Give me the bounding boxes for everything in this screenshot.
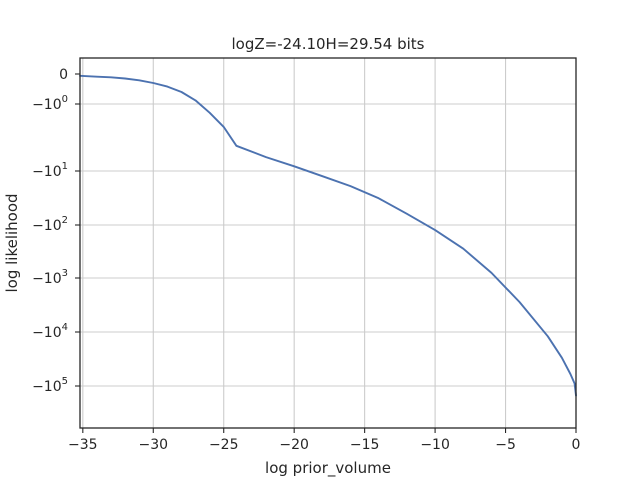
series-line (79, 74, 577, 397)
x-tick-label: −5 (495, 437, 516, 453)
y-tick-label: −105 (32, 376, 68, 395)
y-tick-label: −102 (32, 215, 68, 234)
y-tick-labels: 0 −100 −101 −102 −103 −104 −105 (32, 67, 68, 395)
y-tick-label: −101 (32, 161, 68, 180)
chart-title: logZ=-24.10H=29.54 bits (231, 35, 424, 53)
y-tick-label: −100 (32, 94, 68, 113)
y-tick-label: −104 (32, 322, 68, 341)
series-layer (79, 74, 577, 397)
x-tick-label: −20 (279, 437, 309, 453)
x-tick-label: 0 (572, 437, 581, 453)
plot-frame (79, 57, 577, 429)
x-tick-label: −25 (209, 437, 239, 453)
y-tick-label: −103 (32, 268, 68, 287)
x-tick-label: −15 (350, 437, 380, 453)
ticks (75, 73, 577, 433)
y-tick-label: 0 (59, 67, 68, 83)
x-tick-labels: −35 −30 −25 −20 −15 −10 −5 0 (68, 437, 580, 453)
gridlines (80, 58, 576, 428)
x-tick-label: −35 (68, 437, 98, 453)
x-axis-title: log prior_volume (265, 459, 391, 478)
x-tick-label: −10 (420, 437, 450, 453)
y-axis-title: log likelihood (3, 193, 21, 292)
x-tick-label: −30 (138, 437, 168, 453)
